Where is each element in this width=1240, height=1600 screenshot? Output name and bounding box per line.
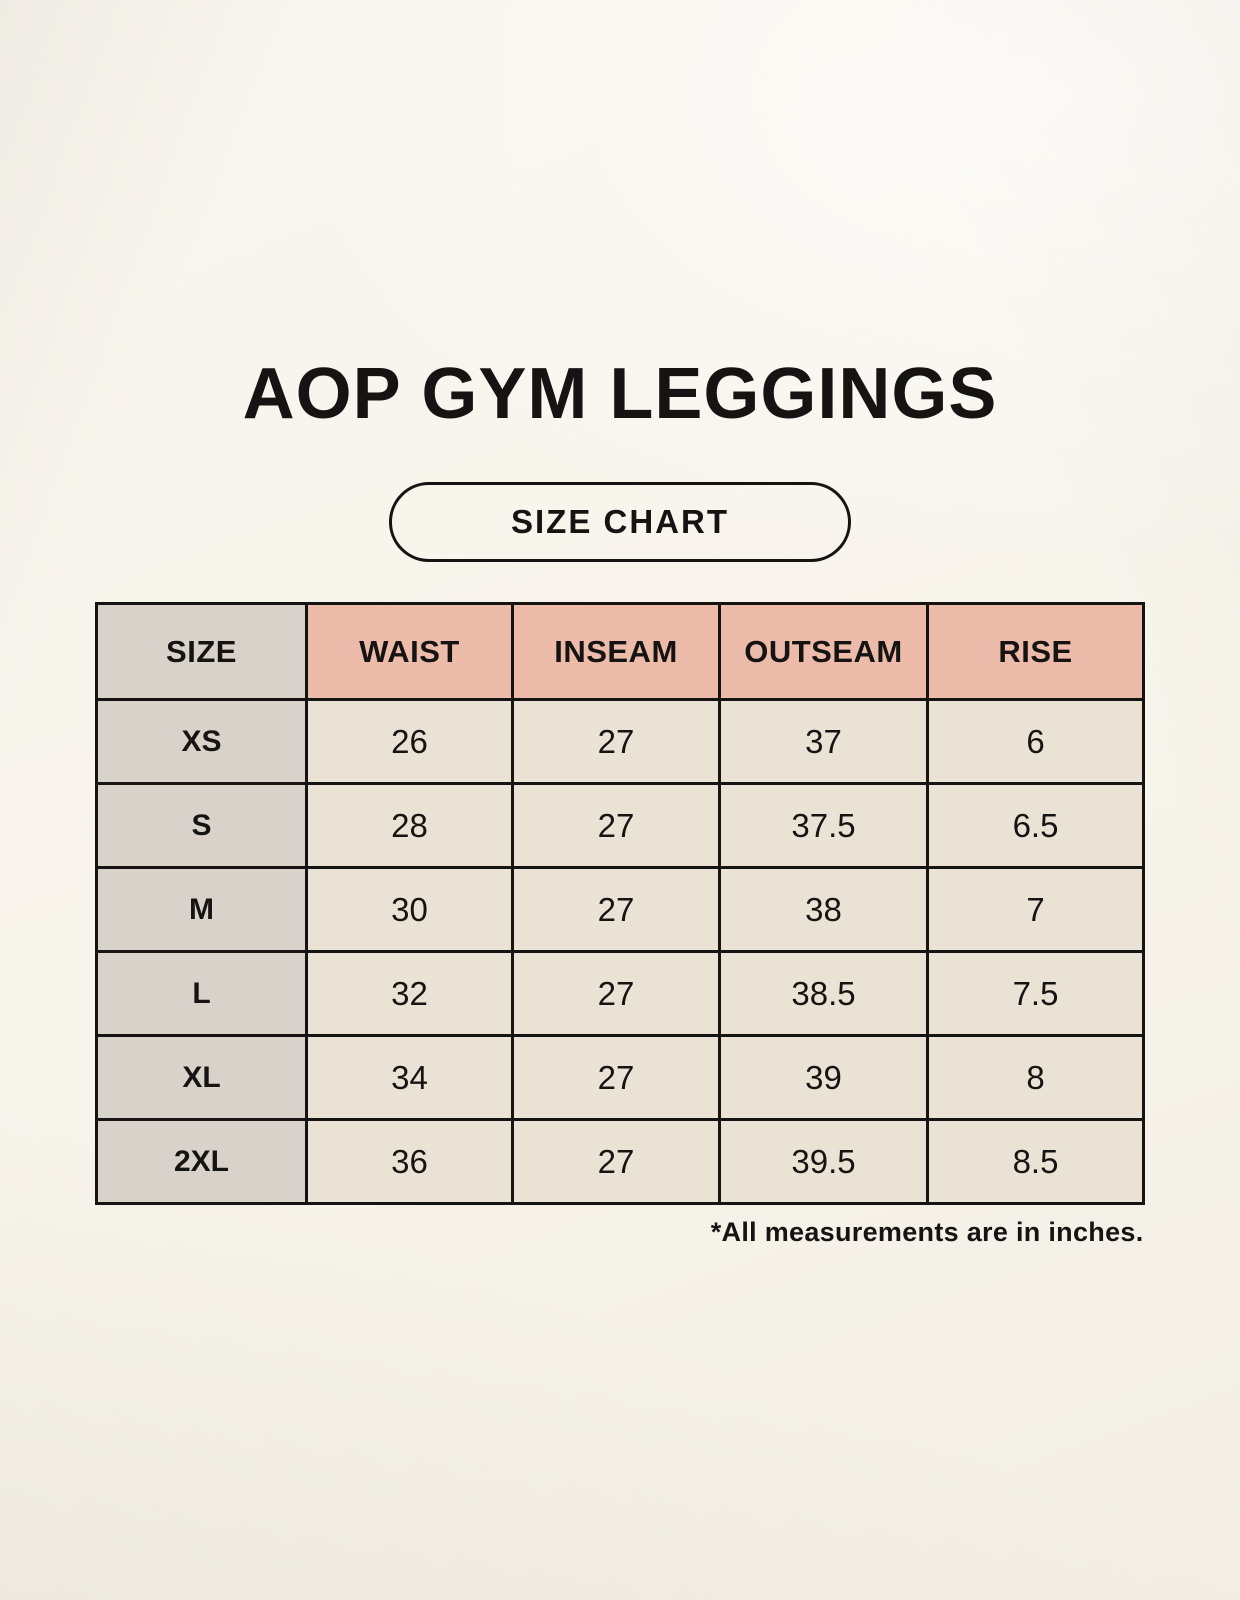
table-cell: 27 [511,950,721,1037]
row-size-label: XS [95,698,308,785]
table-cell: 27 [511,1118,721,1205]
header-cell-outseam: OUTSEAM [718,602,929,701]
table-cell: 37.5 [718,782,929,869]
header-row: SIZE WAIST INSEAM OUTSEAM RISE [95,602,1145,701]
table-cell: 34 [305,1034,514,1121]
table-cell: 30 [305,866,514,953]
table-cell: 27 [511,1034,721,1121]
table-cell: 28 [305,782,514,869]
table-cell: 37 [718,698,929,785]
header-cell-rise: RISE [926,602,1145,701]
header-cell-inseam: INSEAM [511,602,721,701]
row-size-label: S [95,782,308,869]
table-cell: 27 [511,698,721,785]
table-cell: 8.5 [926,1118,1145,1205]
header-cell-waist: WAIST [305,602,514,701]
table-cell: 26 [305,698,514,785]
table-cell: 38 [718,866,929,953]
table-cell: 8 [926,1034,1145,1121]
size-chart-table: SIZE WAIST INSEAM OUTSEAM RISE XS 26 27 … [95,602,1145,1205]
row-size-label: L [95,950,308,1037]
table-row-m: M 30 27 38 7 [95,866,1145,953]
table-row-xs: XS 26 27 37 6 [95,698,1145,785]
table-cell: 6.5 [926,782,1145,869]
table-cell: 27 [511,782,721,869]
table-cell: 39.5 [718,1118,929,1205]
table-row-xl: XL 34 27 39 8 [95,1034,1145,1121]
row-size-label: M [95,866,308,953]
size-chart-badge-label: SIZE CHART [511,503,729,540]
table-cell: 39 [718,1034,929,1121]
table-row-2xl: 2XL 36 27 39.5 8.5 [95,1118,1145,1205]
size-chart-badge: SIZE CHART [389,482,851,562]
table-cell: 38.5 [718,950,929,1037]
row-size-label: 2XL [95,1118,308,1205]
table-row-l: L 32 27 38.5 7.5 [95,950,1145,1037]
table-cell: 7.5 [926,950,1145,1037]
table-cell: 7 [926,866,1145,953]
table-cell: 27 [511,866,721,953]
table-cell: 6 [926,698,1145,785]
header-cell-size: SIZE [95,602,308,701]
table-cell: 32 [305,950,514,1037]
table-row-s: S 28 27 37.5 6.5 [95,782,1145,869]
row-size-label: XL [95,1034,308,1121]
table-cell: 36 [305,1118,514,1205]
page-title: AOP GYM LEGGINGS [242,354,998,434]
measurements-footnote: *All measurements are in inches. [710,1217,1144,1247]
